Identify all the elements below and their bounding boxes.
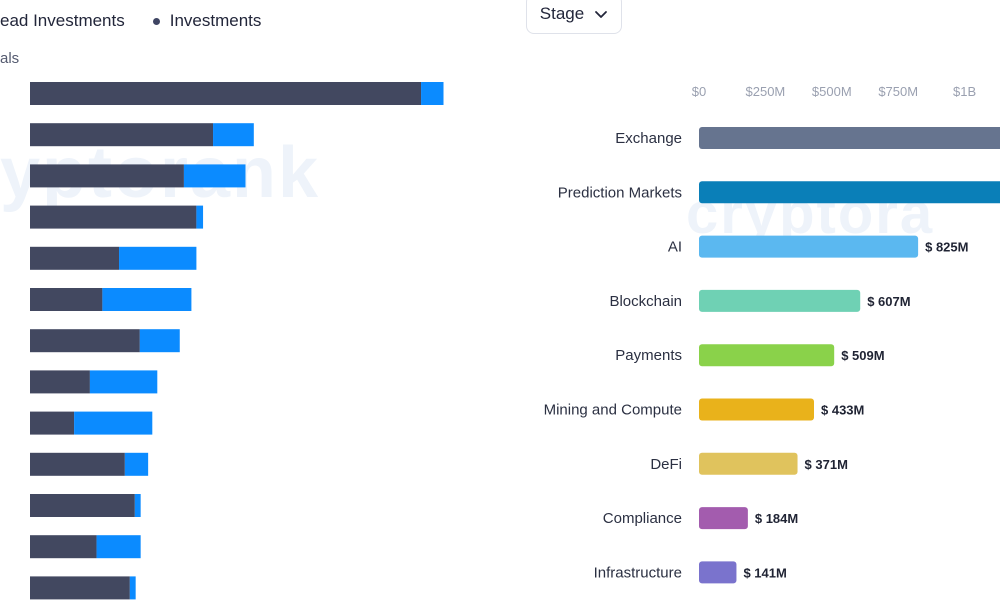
x-tick-label-3: $750M bbox=[878, 84, 918, 99]
category-label-4: Payments bbox=[615, 347, 682, 364]
category-label-7: Compliance bbox=[603, 510, 682, 527]
bar-lead-investments-1[interactable] bbox=[30, 123, 214, 147]
bar-compliance[interactable] bbox=[699, 507, 748, 530]
bar-investments-11[interactable] bbox=[96, 535, 141, 559]
bar-lead-investments-11[interactable] bbox=[30, 535, 97, 559]
data-label-3: $ 607M bbox=[867, 294, 910, 309]
bar-lead-investments-8[interactable] bbox=[30, 411, 75, 435]
bar-ai[interactable] bbox=[699, 235, 919, 258]
bar-lead-investments-2[interactable] bbox=[30, 164, 184, 188]
bar-investments-5[interactable] bbox=[102, 288, 192, 311]
bar-investments-2[interactable] bbox=[183, 164, 246, 188]
category-label-8: Infrastructure bbox=[594, 564, 682, 581]
chart-legend: ead Investments Investments bbox=[0, 0, 289, 42]
data-label-7: $ 184M bbox=[755, 511, 798, 526]
data-label-6: $ 371M bbox=[805, 457, 848, 472]
left-chart-axis-label: als bbox=[0, 50, 20, 67]
bar-lead-investments-5[interactable] bbox=[30, 288, 103, 311]
bar-payments[interactable] bbox=[699, 344, 835, 367]
category-label-5: Mining and Compute bbox=[544, 402, 682, 419]
data-label-8: $ 141M bbox=[743, 565, 786, 580]
category-label-6: DeFi bbox=[650, 456, 682, 473]
bar-investments-3[interactable] bbox=[196, 205, 204, 229]
bar-investments-12[interactable] bbox=[129, 576, 136, 600]
bar-investments-8[interactable] bbox=[74, 411, 153, 435]
bar-infrastructure[interactable] bbox=[699, 561, 737, 584]
bar-investments-1[interactable] bbox=[213, 123, 254, 147]
bar-investments-4[interactable] bbox=[119, 246, 197, 270]
legend-lead-label: ead Investments bbox=[0, 11, 125, 30]
bar-lead-investments-4[interactable] bbox=[30, 246, 120, 270]
bar-lead-investments-3[interactable] bbox=[30, 205, 197, 229]
category-label-0: Exchange bbox=[615, 130, 682, 147]
bar-lead-investments-6[interactable] bbox=[30, 329, 140, 353]
legend-investments-swatch bbox=[152, 17, 160, 25]
data-label-4: $ 509M bbox=[841, 348, 884, 363]
bar-mining-and-compute[interactable] bbox=[699, 398, 815, 421]
x-tick-label-0: $0 bbox=[692, 84, 706, 99]
bar-investments-7[interactable] bbox=[89, 370, 158, 394]
left-stacked-bar-chart bbox=[30, 82, 444, 600]
x-tick-label-4: $1B bbox=[953, 84, 976, 99]
legend-investments-label: Investments bbox=[169, 11, 262, 30]
stage-dropdown-label: Stage bbox=[539, 4, 585, 23]
category-label-1: Prediction Markets bbox=[558, 184, 682, 201]
stage-dropdown[interactable]: Stage bbox=[526, 0, 622, 34]
bar-lead-investments-0[interactable] bbox=[30, 82, 422, 105]
bar-lead-investments-10[interactable] bbox=[30, 494, 135, 517]
bar-investments-6[interactable] bbox=[139, 329, 180, 353]
bar-defi[interactable] bbox=[699, 452, 798, 475]
x-tick-label-2: $500M bbox=[812, 84, 852, 99]
bar-investments-0[interactable] bbox=[421, 82, 444, 105]
category-label-3: Blockchain bbox=[609, 293, 682, 310]
right-bar-chart: $0 $250M $500M $750M $1B Exchange Prediction M… bbox=[544, 84, 1000, 584]
data-label-2: $ 825M bbox=[925, 240, 968, 255]
bar-investments-9[interactable] bbox=[124, 452, 149, 476]
category-label-2: AI bbox=[668, 239, 682, 256]
bar-prediction-markets[interactable] bbox=[699, 181, 1000, 204]
chevron-down-icon bbox=[595, 11, 608, 18]
legend-investments[interactable]: Investments bbox=[152, 11, 262, 31]
bar-lead-investments-12[interactable] bbox=[30, 576, 130, 600]
bar-lead-investments-9[interactable] bbox=[30, 452, 125, 476]
data-label-5: $ 433M bbox=[821, 403, 864, 418]
legend-lead-investments[interactable]: ead Investments bbox=[0, 11, 125, 31]
x-tick-label-1: $250M bbox=[746, 84, 786, 99]
bar-lead-investments-7[interactable] bbox=[30, 370, 90, 394]
bar-blockchain[interactable] bbox=[699, 289, 861, 312]
bar-investments-10[interactable] bbox=[134, 494, 141, 517]
bar-exchange[interactable] bbox=[699, 127, 1000, 149]
